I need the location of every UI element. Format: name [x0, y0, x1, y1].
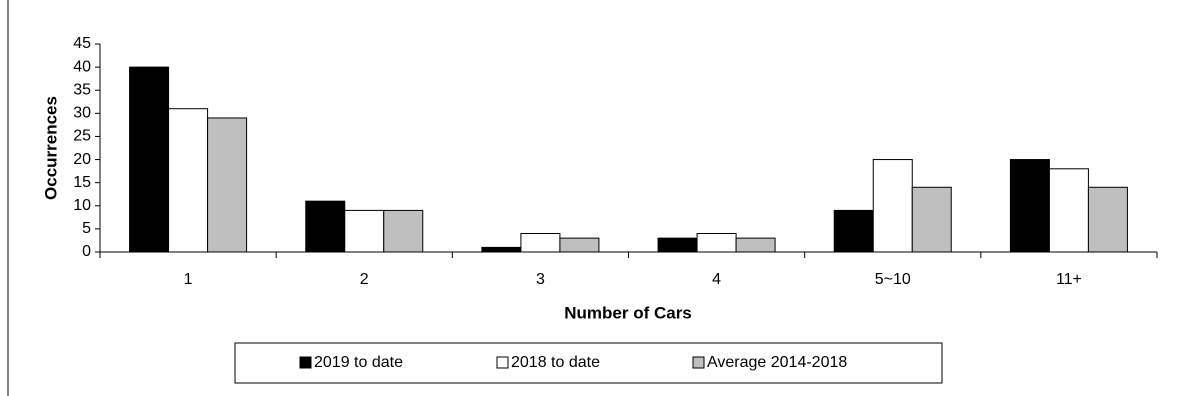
y-tick-label: 30 [73, 105, 91, 122]
y-tick-label: 20 [73, 151, 91, 168]
legend-swatch [692, 356, 705, 369]
x-tick-label: 11+ [1056, 271, 1082, 288]
x-axis-title: Number of Cars [564, 303, 692, 322]
x-tick-label: 4 [712, 271, 721, 288]
legend-box [234, 342, 943, 384]
x-tick-label: 1 [184, 271, 193, 288]
bar [657, 237, 698, 253]
bar [735, 237, 776, 253]
legend-swatch [299, 356, 312, 369]
bar [305, 200, 346, 253]
bar [207, 117, 248, 253]
y-tick-label: 15 [73, 174, 91, 191]
x-tick-label: 3 [536, 271, 545, 288]
y-tick-label: 5 [82, 220, 91, 237]
bar [1048, 168, 1089, 253]
bar [559, 237, 600, 253]
x-tick-label: 2 [360, 271, 369, 288]
bar [696, 233, 737, 253]
bar [911, 186, 952, 253]
bar [168, 108, 209, 253]
bar [872, 159, 913, 253]
y-tick-label: 35 [73, 81, 91, 98]
bar [344, 209, 385, 253]
y-tick-label: 0 [82, 243, 91, 260]
y-axis-title: Occurrences [41, 96, 60, 200]
legend-swatch [496, 356, 509, 369]
bar [481, 246, 522, 253]
bar [833, 209, 874, 253]
legend-label: 2018 to date [511, 354, 600, 371]
y-tick-label: 10 [73, 197, 91, 214]
legend-label: Average 2014-2018 [707, 354, 847, 371]
legend-label: 2019 to date [314, 354, 403, 371]
x-tick-label: 5~10 [875, 271, 911, 288]
bar [1087, 186, 1128, 253]
bar [1009, 159, 1050, 253]
y-tick-label: 25 [73, 128, 91, 145]
y-tick-label: 45 [73, 35, 91, 52]
y-tick-label: 40 [73, 58, 91, 75]
bar [129, 66, 170, 253]
bar [520, 233, 561, 253]
bar [383, 209, 424, 253]
